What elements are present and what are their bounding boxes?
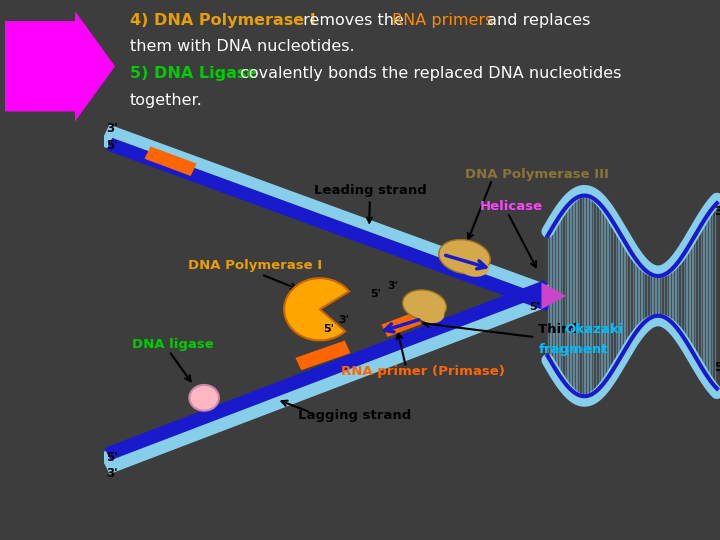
Polygon shape [5, 11, 115, 122]
Text: 5': 5' [529, 302, 540, 312]
Ellipse shape [402, 290, 446, 320]
Text: them with DNA nucleotides.: them with DNA nucleotides. [130, 39, 355, 54]
Text: 3': 3' [107, 122, 118, 135]
Text: Okazaki: Okazaki [564, 323, 624, 336]
Text: and replaces: and replaces [482, 13, 590, 28]
Text: DNA ligase: DNA ligase [132, 338, 214, 351]
Text: DNA Polymerase I: DNA Polymerase I [187, 259, 322, 272]
Text: 3': 3' [338, 315, 349, 325]
Text: 5': 5' [107, 139, 118, 152]
Text: fragment: fragment [539, 343, 608, 356]
Text: Lagging strand: Lagging strand [298, 409, 412, 422]
Text: 5) DNA Ligase: 5) DNA Ligase [130, 66, 257, 82]
Text: 5': 5' [370, 289, 381, 300]
Text: 3': 3' [107, 467, 118, 480]
Text: 5': 5' [323, 324, 334, 334]
Polygon shape [145, 146, 197, 176]
Polygon shape [295, 341, 351, 370]
Text: 5': 5' [714, 361, 720, 374]
Polygon shape [99, 125, 549, 306]
Text: RNA primer (Primase): RNA primer (Primase) [341, 364, 505, 378]
Polygon shape [541, 282, 566, 309]
Wedge shape [284, 278, 349, 340]
Text: RNA primers: RNA primers [392, 13, 493, 28]
Text: Helicase: Helicase [480, 200, 543, 213]
Ellipse shape [417, 304, 444, 323]
Text: together.: together. [130, 93, 203, 109]
Text: covalently bonds the replaced DNA nucleotides: covalently bonds the replaced DNA nucleo… [235, 66, 621, 82]
Ellipse shape [438, 240, 490, 274]
Polygon shape [104, 280, 551, 460]
Text: removes the: removes the [298, 13, 409, 28]
Ellipse shape [459, 256, 489, 277]
Text: Third: Third [539, 323, 582, 336]
Polygon shape [382, 312, 421, 337]
Polygon shape [99, 286, 550, 474]
Text: Leading strand: Leading strand [314, 184, 426, 222]
Polygon shape [107, 138, 552, 311]
Text: 3': 3' [387, 281, 398, 291]
Text: 5': 5' [107, 450, 118, 464]
Text: 4) DNA Polymerase I: 4) DNA Polymerase I [130, 13, 316, 28]
Text: DNA Polymerase III: DNA Polymerase III [464, 168, 608, 181]
Text: 3': 3' [714, 205, 720, 218]
Ellipse shape [189, 385, 219, 411]
